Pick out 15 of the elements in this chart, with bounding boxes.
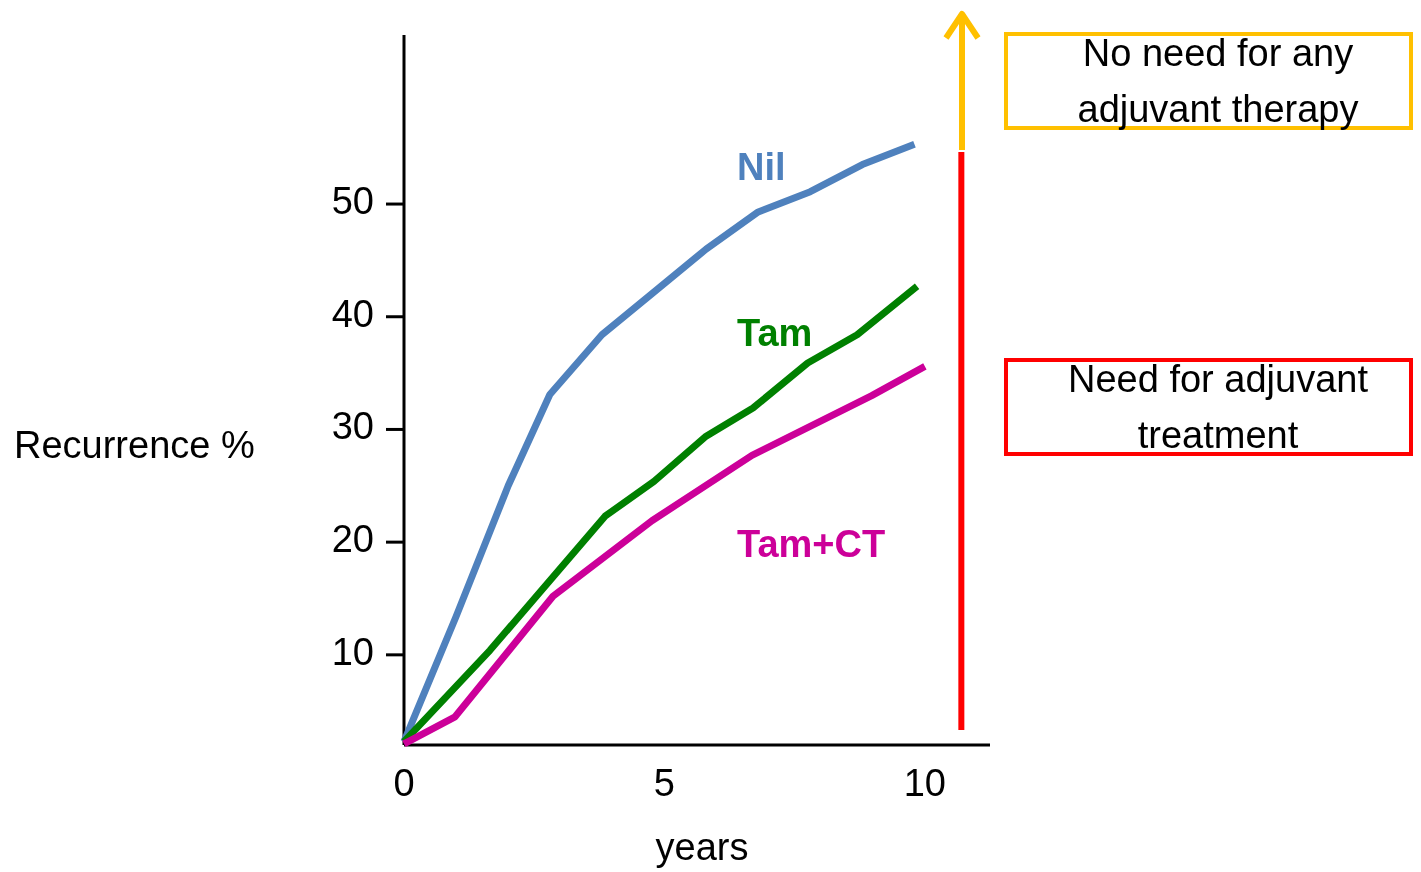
x-axis-title: years [655,826,749,869]
y-tick-label: 30 [331,405,374,448]
series-label: Nil [737,146,786,189]
y-axis-title: Recurrence % [14,424,255,467]
x-tick-label: 10 [903,762,947,805]
series-label: Tam [737,312,813,355]
series-label: Tam+CT [737,523,886,566]
x-tick-label: 5 [653,762,676,805]
text: Need for adjuvant treatment [1068,358,1369,457]
y-tick-label: 40 [331,292,374,335]
x-tick-label: 0 [393,762,415,805]
y-tick-label: 10 [331,630,374,673]
y-tick-label: 20 [331,518,374,561]
y-tick-label: 50 [331,180,374,223]
text: No need for any adjuvant therapy [1077,32,1359,131]
